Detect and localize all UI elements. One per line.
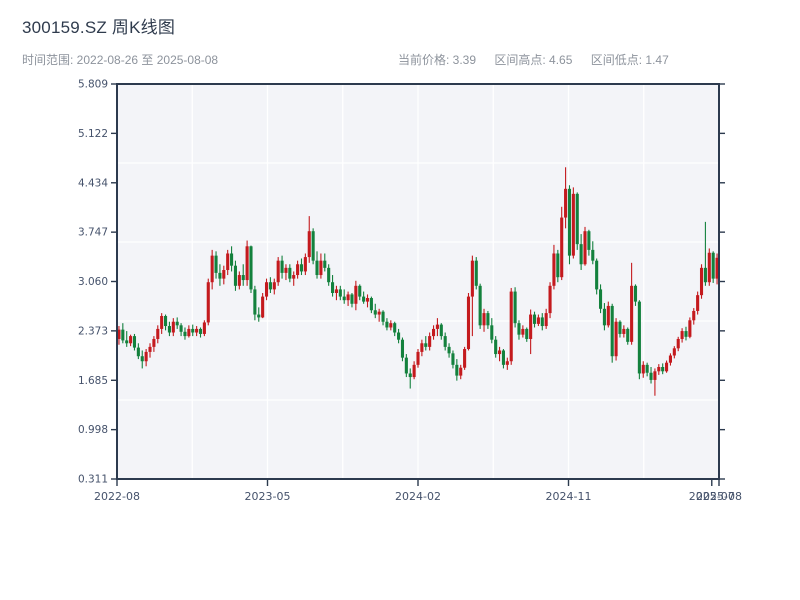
date-range-label: 时间范围: 2022-08-26 至 2025-08-08 [22,53,219,67]
range-high-label: 区间高点: 4.65 [494,53,573,67]
x-tick-label: 2025-08 [696,490,742,503]
y-tick-label: 5.122 [78,128,108,140]
y-tick-label: 0.311 [78,474,108,486]
price-stats: 当前价格: 3.39 区间高点: 4.65 区间低点: 1.47 [398,51,684,68]
x-tick-label: 2024-02 [395,490,441,503]
candles-layer [117,167,719,396]
range-low-label: 区间低点: 1.47 [590,53,669,67]
y-tick-label: 3.060 [78,276,108,288]
y-tick-label: 4.434 [78,177,108,189]
axis-ticks [111,83,725,486]
x-tick-label: 2022-08 [94,490,140,503]
current-price-label: 当前价格: 3.39 [398,53,477,67]
x-tick-label: 2024-11 [546,490,592,503]
y-tick-label: 2.373 [78,325,108,337]
x-tick-label: 2025-07 [689,490,735,503]
y-tick-label: 1.685 [78,375,108,387]
y-tick-label: 5.809 [78,79,108,91]
x-tick-label: 2023-05 [245,490,291,503]
plot-border [116,83,720,480]
page-title: 300159.SZ 周K线图 [22,18,176,37]
axis-labels: 5.809 5.122 4.434 3.747 3.060 2.373 1.685 0.998… [78,79,742,504]
y-tick-label: 3.747 [78,227,108,239]
y-tick-label: 0.998 [78,424,108,436]
gridlines [117,84,719,479]
